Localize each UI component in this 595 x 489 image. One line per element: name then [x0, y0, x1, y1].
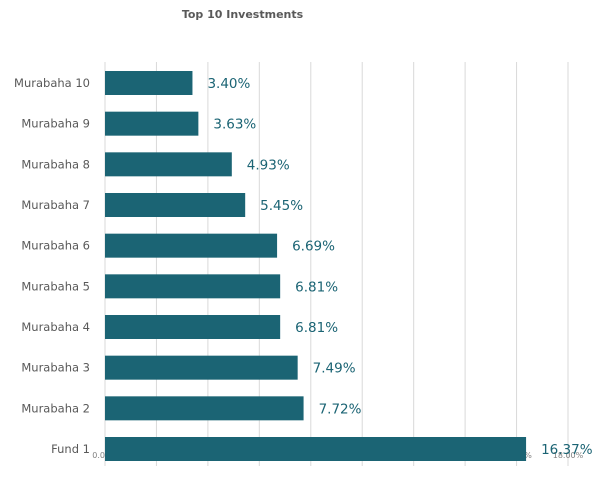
bar: [105, 274, 281, 299]
category-label: Murabaha 7: [21, 198, 90, 212]
bar: [105, 437, 527, 461]
bar: [105, 71, 193, 95]
category-label: Murabaha 5: [21, 279, 90, 293]
bar: [105, 355, 298, 380]
bar: [105, 396, 304, 421]
data-label: 3.40%: [207, 76, 250, 92]
bar: [105, 233, 278, 258]
category-label: Murabaha 10: [14, 76, 90, 90]
data-label: 16.37%: [541, 442, 593, 458]
bar: [105, 193, 246, 217]
data-label: 7.72%: [319, 401, 362, 417]
chart-title: Top 10 Investments: [181, 8, 304, 21]
data-label: 3.63%: [213, 117, 256, 133]
category-label: Murabaha 2: [21, 401, 90, 415]
x-tick-label: 18.00%: [553, 451, 584, 460]
bar: [105, 152, 232, 177]
bar: [105, 315, 281, 339]
data-label: 5.45%: [260, 198, 303, 214]
category-label: Murabaha 4: [21, 320, 90, 334]
data-label: 6.81%: [295, 279, 338, 295]
data-label: 7.49%: [313, 361, 356, 377]
data-label: 4.93%: [247, 157, 290, 173]
category-label: Murabaha 8: [21, 157, 90, 171]
category-label: Murabaha 6: [21, 239, 90, 253]
category-label: Murabaha 9: [21, 117, 90, 131]
bar: [105, 111, 199, 136]
data-label: 6.81%: [295, 320, 338, 336]
data-label: 6.69%: [292, 239, 335, 255]
category-label: Murabaha 3: [21, 361, 90, 375]
category-label: Fund 1: [51, 442, 90, 456]
